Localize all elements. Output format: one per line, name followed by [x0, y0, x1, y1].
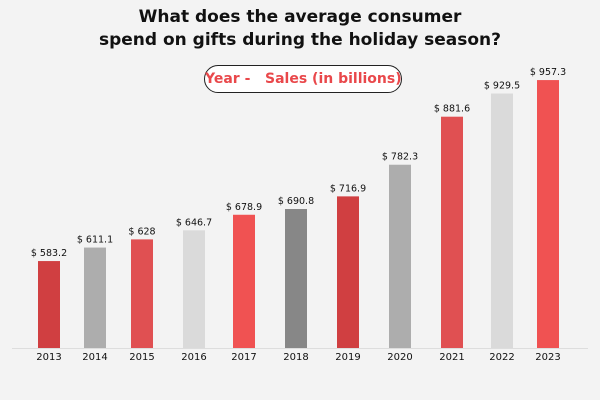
data-label-2018: $ 690.8 — [278, 196, 314, 207]
data-label-2014: $ 611.1 — [77, 235, 113, 246]
data-label-2019: $ 716.9 — [330, 183, 366, 194]
bar-2021 — [441, 116, 463, 348]
data-label-2023: $ 957.3 — [530, 67, 566, 78]
data-label-2013: $ 583.2 — [31, 248, 67, 259]
bar-2019 — [337, 196, 359, 348]
data-label-2020: $ 782.3 — [382, 152, 418, 163]
bar-2017 — [233, 214, 255, 348]
x-tick-label-2023: 2023 — [535, 352, 560, 363]
x-tick-label-2013: 2013 — [36, 352, 61, 363]
data-label-2016: $ 646.7 — [176, 217, 212, 228]
data-label-2022: $ 929.5 — [484, 81, 520, 92]
bar-2016 — [183, 230, 205, 348]
x-tick-label-2018: 2018 — [283, 352, 308, 363]
data-label-2015: $ 628 — [128, 226, 155, 237]
bar-2013 — [38, 261, 60, 348]
chart-title: What does the average consumer spend on … — [0, 6, 600, 52]
bar-2020 — [389, 164, 411, 348]
legend-pill: Year - Sales (in billions) — [204, 65, 402, 93]
x-tick-label-2015: 2015 — [129, 352, 154, 363]
x-tick-label-2021: 2021 — [439, 352, 464, 363]
chart-title-line-1: What does the average consumer — [138, 7, 462, 27]
legend-year: Year - — [205, 71, 251, 87]
x-tick-label-2022: 2022 — [489, 352, 514, 363]
x-tick-label-2014: 2014 — [82, 352, 107, 363]
bar-2022 — [491, 93, 513, 348]
chart-title-line-2: spend on gifts during the holiday season… — [98, 30, 502, 50]
x-tick-label-2017: 2017 — [231, 352, 256, 363]
bar-2023 — [537, 80, 559, 348]
data-label-2017: $ 678.9 — [226, 202, 262, 213]
bar-2014 — [84, 247, 106, 348]
legend-sales: Sales (in billions) — [265, 71, 402, 87]
bar-2018 — [285, 209, 307, 348]
x-tick-label-2020: 2020 — [387, 352, 412, 363]
data-label-2021: $ 881.6 — [434, 104, 470, 115]
bar-2015 — [131, 239, 153, 348]
x-tick-label-2016: 2016 — [181, 352, 206, 363]
x-tick-label-2019: 2019 — [335, 352, 360, 363]
